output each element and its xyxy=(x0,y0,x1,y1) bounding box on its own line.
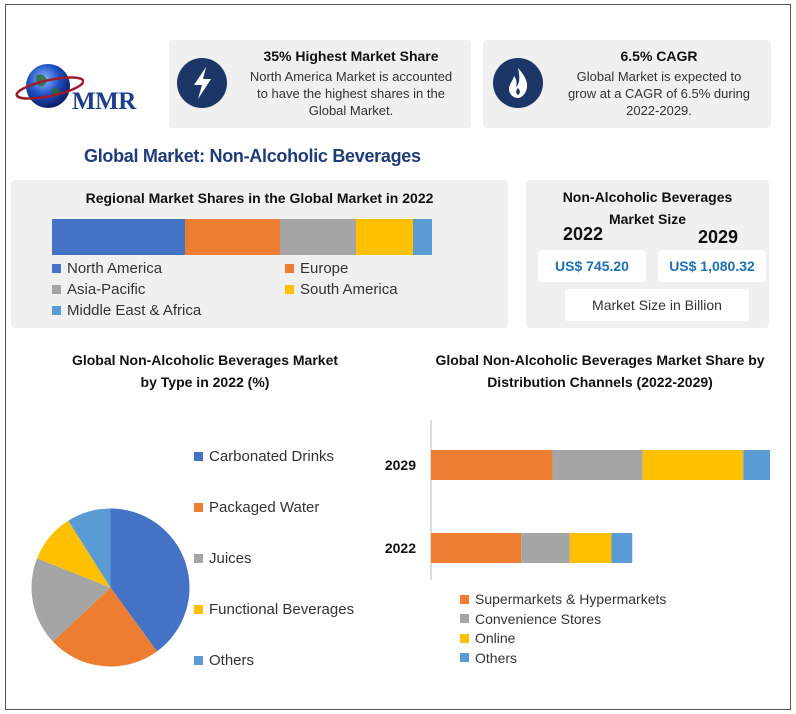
pie-slice-carbonated-drinks xyxy=(110,508,190,652)
bar-segment-2022-others xyxy=(611,533,633,563)
page-title: Global Market: Non-Alcoholic Beverages xyxy=(84,146,421,166)
flame-icon xyxy=(493,58,543,108)
legend-label: Packaged Water xyxy=(209,499,320,516)
market-size-unit: Market Size in Billion xyxy=(565,289,749,321)
legend-swatch xyxy=(194,503,203,512)
market-size-value-2029: US$ 1,080.32 xyxy=(658,250,766,282)
year-2022: 2022 xyxy=(563,224,604,244)
legend-swatch xyxy=(285,264,294,273)
highlight-title: 6.5% CAGR xyxy=(620,48,698,64)
legend-swatch xyxy=(52,264,61,273)
distribution-legend-convenience-stores: Convenience Stores xyxy=(460,611,601,627)
legend-swatch xyxy=(194,452,203,461)
type-pie-chart xyxy=(31,508,190,667)
legend-swatch xyxy=(460,614,469,623)
pie-slice-packaged-water xyxy=(52,587,157,667)
legend-swatch xyxy=(194,554,203,563)
legend-swatch xyxy=(194,605,203,614)
bar-segment-south-america xyxy=(356,219,413,255)
pie-legend-juices: Juices xyxy=(194,550,252,567)
bar-segment-2022-online xyxy=(569,533,612,563)
mmr-logo: MMR xyxy=(14,58,159,118)
legend-swatch xyxy=(460,594,469,604)
regional-stacked-bar xyxy=(52,219,432,255)
legend-asia-pacific: Asia-Pacific xyxy=(52,281,145,298)
bar-segment-2029-supermarkets-hypermarkets xyxy=(431,450,553,480)
legend-europe: Europe xyxy=(285,260,348,277)
pie-legend-functional-beverages: Functional Beverages xyxy=(194,601,354,618)
legend-label: Others xyxy=(209,652,255,669)
highlight-text: North America Market is accounted to hav… xyxy=(249,69,453,118)
bar-segment-europe xyxy=(185,219,280,255)
bar-segment-2029-online xyxy=(642,450,744,480)
pie-slice-functional-beverages xyxy=(37,520,111,588)
legend-label: Carbonated Drinks xyxy=(209,448,335,465)
highlight-title: 35% Highest Market Share xyxy=(263,48,439,64)
highlight-card-cagr: 6.5% CAGR Global Market is expected to g… xyxy=(483,40,771,128)
market-size-title: Non-Alcoholic Beverages Market Size xyxy=(562,189,733,227)
distribution-legend-supermarkets-hypermarkets: Supermarkets & Hypermarkets xyxy=(460,591,666,607)
highlight-text: Global Market is expected to grow at a C… xyxy=(567,69,751,118)
legend-swatch xyxy=(285,285,294,294)
globe-icon xyxy=(15,64,85,108)
distribution-bar-chart: 2029 2022 xyxy=(385,420,770,580)
legend-label: Supermarkets & Hypermarkets xyxy=(475,591,667,607)
brand-name: MMR xyxy=(72,88,136,115)
legend-swatch xyxy=(460,653,469,662)
distribution-chart-title: Global Non-Alcoholic Beverages Market Sh… xyxy=(435,352,765,390)
legend-label: Others xyxy=(475,649,518,666)
category-label-2022: 2022 xyxy=(385,540,416,556)
bar-segment-2022-supermarkets-hypermarkets xyxy=(431,533,522,563)
pie-slice-others xyxy=(68,508,111,588)
legend-label: Functional Beverages xyxy=(209,601,355,618)
bar-segment-2022-convenience-stores xyxy=(521,533,570,563)
pie-slice-juices xyxy=(31,558,111,642)
year-2029: 2029 xyxy=(698,227,739,247)
lightning-icon xyxy=(177,58,227,108)
highlight-card-share: 35% Highest Market Share North America M… xyxy=(169,40,471,128)
legend-south-america: South America xyxy=(285,281,398,298)
market-size-value-2022: US$ 745.20 xyxy=(538,250,646,282)
bar-segment-2029-convenience-stores xyxy=(552,450,643,480)
pie-legend-packaged-water: Packaged Water xyxy=(194,499,319,516)
pie-legend-carbonated-drinks: Carbonated Drinks xyxy=(194,448,334,465)
legend-middle-east-africa: Middle East & Africa xyxy=(52,302,201,319)
pie-legend-others: Others xyxy=(194,652,254,669)
distribution-legend-others: Others xyxy=(460,650,517,666)
bar-segment-north-america xyxy=(52,219,185,255)
legend-swatch xyxy=(52,306,61,315)
distribution-legend-online: Online xyxy=(460,630,515,646)
pie-chart-title: Global Non-Alcoholic Beverages Market by… xyxy=(71,352,339,390)
regional-chart-title: Regional Market Shares in the Global Mar… xyxy=(85,190,434,206)
bar-segment-2029-others xyxy=(743,450,770,480)
legend-swatch xyxy=(194,656,203,665)
legend-label: Juices xyxy=(209,550,252,567)
bar-segment-asia-pacific xyxy=(280,219,356,255)
legend-swatch xyxy=(460,633,469,643)
legend-label: Convenience Stores xyxy=(475,610,602,627)
legend-swatch xyxy=(52,285,61,294)
legend-label: Online xyxy=(475,630,516,646)
bar-segment-middle-east-africa xyxy=(413,219,432,255)
legend-north-america: North America xyxy=(52,260,162,277)
category-label-2029: 2029 xyxy=(385,457,416,473)
